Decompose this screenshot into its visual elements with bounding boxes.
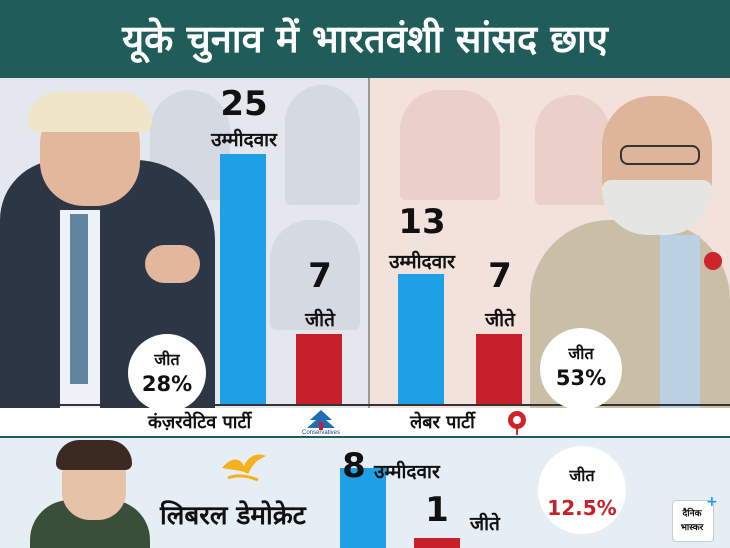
rose-badge-icon	[704, 252, 722, 270]
chart-baseline	[0, 404, 730, 406]
page-title: यूके चुनाव में भारतवंशी सांसद छाए	[122, 17, 608, 61]
watermark-line1: दैनिक	[682, 509, 702, 519]
conservative-win-rate: 28%	[141, 372, 193, 396]
glasses-right	[620, 145, 700, 165]
libdem-won-label: जीते	[470, 513, 500, 535]
bar-libdem-won	[414, 538, 460, 548]
labour-candidates-label: उम्मीदवार	[389, 251, 455, 273]
labour-win-rate: 53%	[555, 366, 607, 390]
conservative-win-rate-badge	[128, 334, 206, 412]
labour-win-rate-badge	[540, 328, 622, 410]
bar-libdem-candidates	[340, 468, 386, 548]
conservatives-logo-text: Conservatives	[301, 430, 340, 436]
libdem-win-rate: 12.5%	[547, 496, 617, 520]
tie-left	[70, 214, 88, 384]
libdem-win-rate-badge	[538, 446, 626, 534]
conservative-won-label: जीते	[305, 309, 335, 331]
header-bar	[0, 0, 730, 78]
labour-win-label: जीत	[568, 344, 594, 363]
libdem-candidates-label: उम्मीदवार	[374, 461, 440, 483]
labour-won-label: जीते	[485, 309, 515, 331]
labour-candidates-value: 13	[398, 202, 446, 242]
conservative-party-name: कंज़रवेटिव पार्टी	[148, 412, 252, 433]
bar-labour-candidates	[398, 274, 444, 404]
libdem-bird-icon	[222, 454, 266, 482]
conservative-win-label: जीत	[154, 350, 180, 369]
hair-left	[28, 92, 152, 132]
bar-conservative-candidates	[220, 154, 266, 404]
hand-left	[145, 245, 200, 283]
labour-rose-icon	[508, 411, 526, 435]
beard-right	[602, 180, 712, 235]
conservative-won-value: 7	[308, 256, 332, 296]
libdem-win-label: जीत	[569, 466, 595, 485]
bar-labour-won	[476, 334, 522, 404]
background-portrait	[285, 85, 360, 205]
bar-conservative-won	[296, 334, 342, 404]
hair-bottom	[56, 440, 132, 470]
panel-divider	[368, 78, 370, 408]
conservative-candidates-label: उम्मीदवार	[211, 129, 277, 151]
conservatives-tree-icon	[307, 410, 335, 430]
background-portrait	[270, 220, 360, 330]
conservatives-logo	[300, 408, 342, 436]
shirt-right	[660, 235, 700, 408]
watermark-line2: भास्कर	[680, 523, 704, 533]
background-portrait	[400, 90, 500, 200]
background-portrait	[535, 95, 610, 205]
dainik-bhaskar-logo	[672, 500, 714, 542]
labour-logo	[502, 408, 532, 436]
conservative-candidates-value: 25	[220, 84, 268, 124]
section-divider	[0, 436, 730, 438]
labour-won-value: 7	[488, 256, 512, 296]
libdem-won-value: 1	[425, 490, 449, 530]
libdem-candidates-value: 8	[342, 446, 366, 486]
labour-party-name: लेबर पार्टी	[410, 412, 475, 433]
libdem-logo	[218, 448, 270, 488]
plus-icon: +	[706, 494, 718, 510]
libdem-party-name: लिबरल डेमोक्रेट	[160, 501, 306, 531]
